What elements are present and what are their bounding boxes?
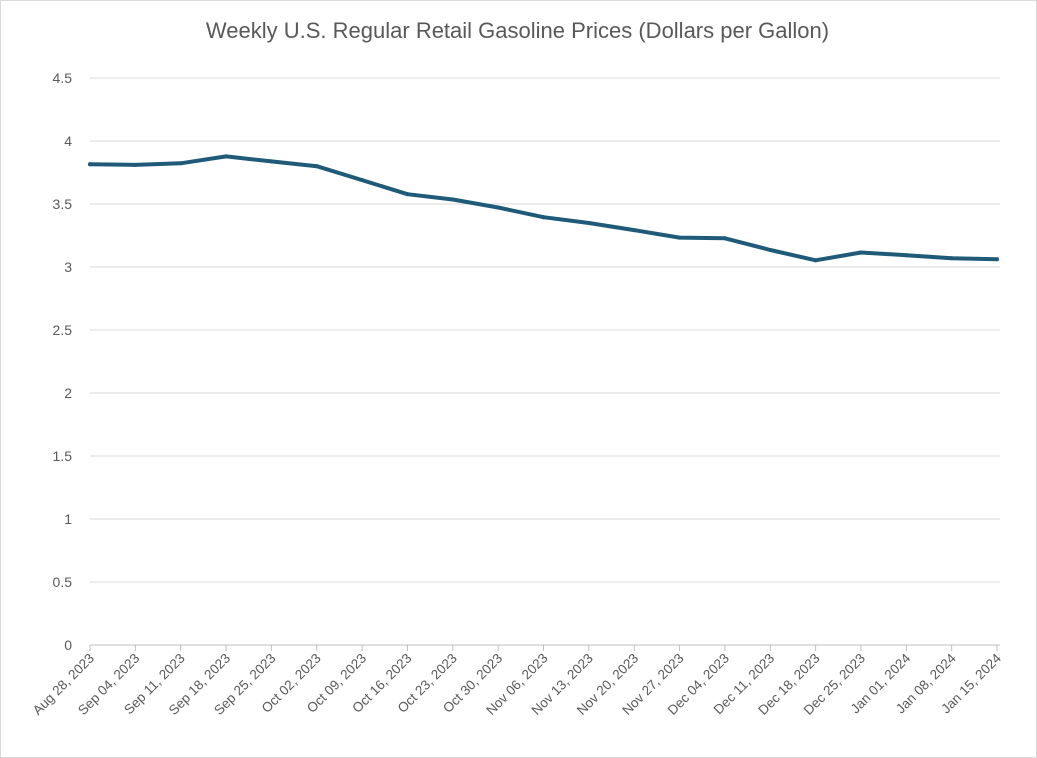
- data-point: [722, 236, 727, 241]
- data-point: [88, 162, 92, 167]
- data-point: [949, 256, 954, 261]
- data-point: [405, 192, 410, 197]
- data-point: [858, 250, 863, 255]
- data-point: [178, 161, 183, 166]
- gridlines: [90, 77, 1000, 583]
- data-point: [269, 159, 274, 164]
- x-axis: [89, 644, 1000, 651]
- y-tick-label: 0.5: [53, 574, 73, 590]
- data-point: [314, 164, 319, 169]
- y-tick-label: 1: [64, 511, 72, 527]
- y-tick-label: 2: [64, 385, 72, 401]
- y-tick-label: 4: [64, 133, 72, 149]
- data-point: [632, 228, 637, 233]
- data-point: [541, 215, 546, 220]
- y-tick-label: 2.5: [53, 322, 73, 338]
- data-point: [586, 221, 591, 226]
- data-point: [677, 235, 682, 240]
- data-point: [360, 178, 365, 183]
- data-point: [768, 247, 773, 252]
- y-axis-ticks: 0 0.5 1 1.5 2 2.5 3 3.5 4 4.5: [53, 70, 73, 653]
- chart-title: Weekly U.S. Regular Retail Gasoline Pric…: [205, 18, 830, 43]
- data-point: [904, 253, 909, 258]
- series-line: [88, 154, 999, 263]
- data-point: [813, 258, 818, 263]
- y-tick-label: 1.5: [53, 448, 73, 464]
- y-tick-label: 3: [64, 259, 72, 275]
- y-tick-label: 3.5: [53, 196, 73, 212]
- data-point: [133, 162, 138, 167]
- y-tick-label: 0: [64, 637, 72, 653]
- series-group: [88, 154, 999, 263]
- data-point: [995, 257, 999, 262]
- data-point: [496, 205, 501, 210]
- y-tick-label: 4.5: [53, 70, 73, 86]
- data-point: [450, 197, 455, 202]
- data-point: [224, 154, 229, 159]
